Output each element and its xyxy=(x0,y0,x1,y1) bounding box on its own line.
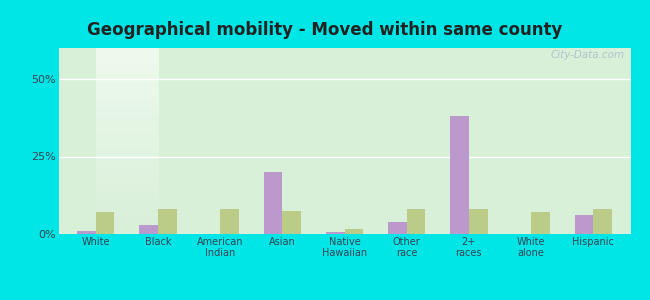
Bar xyxy=(344,229,363,234)
Bar xyxy=(96,212,114,234)
Text: Geographical mobility - Moved within same county: Geographical mobility - Moved within sam… xyxy=(87,21,563,39)
Bar xyxy=(139,225,158,234)
Bar xyxy=(264,172,282,234)
Bar xyxy=(531,212,550,234)
Bar xyxy=(326,232,344,234)
Text: City-Data.com: City-Data.com xyxy=(551,50,625,60)
Bar xyxy=(220,209,239,234)
Bar xyxy=(469,209,488,234)
Bar xyxy=(158,209,177,234)
Bar xyxy=(282,211,301,234)
Bar xyxy=(77,231,96,234)
Bar xyxy=(388,222,407,234)
Bar xyxy=(407,209,425,234)
Bar xyxy=(593,209,612,234)
Bar xyxy=(575,215,593,234)
Bar xyxy=(450,116,469,234)
